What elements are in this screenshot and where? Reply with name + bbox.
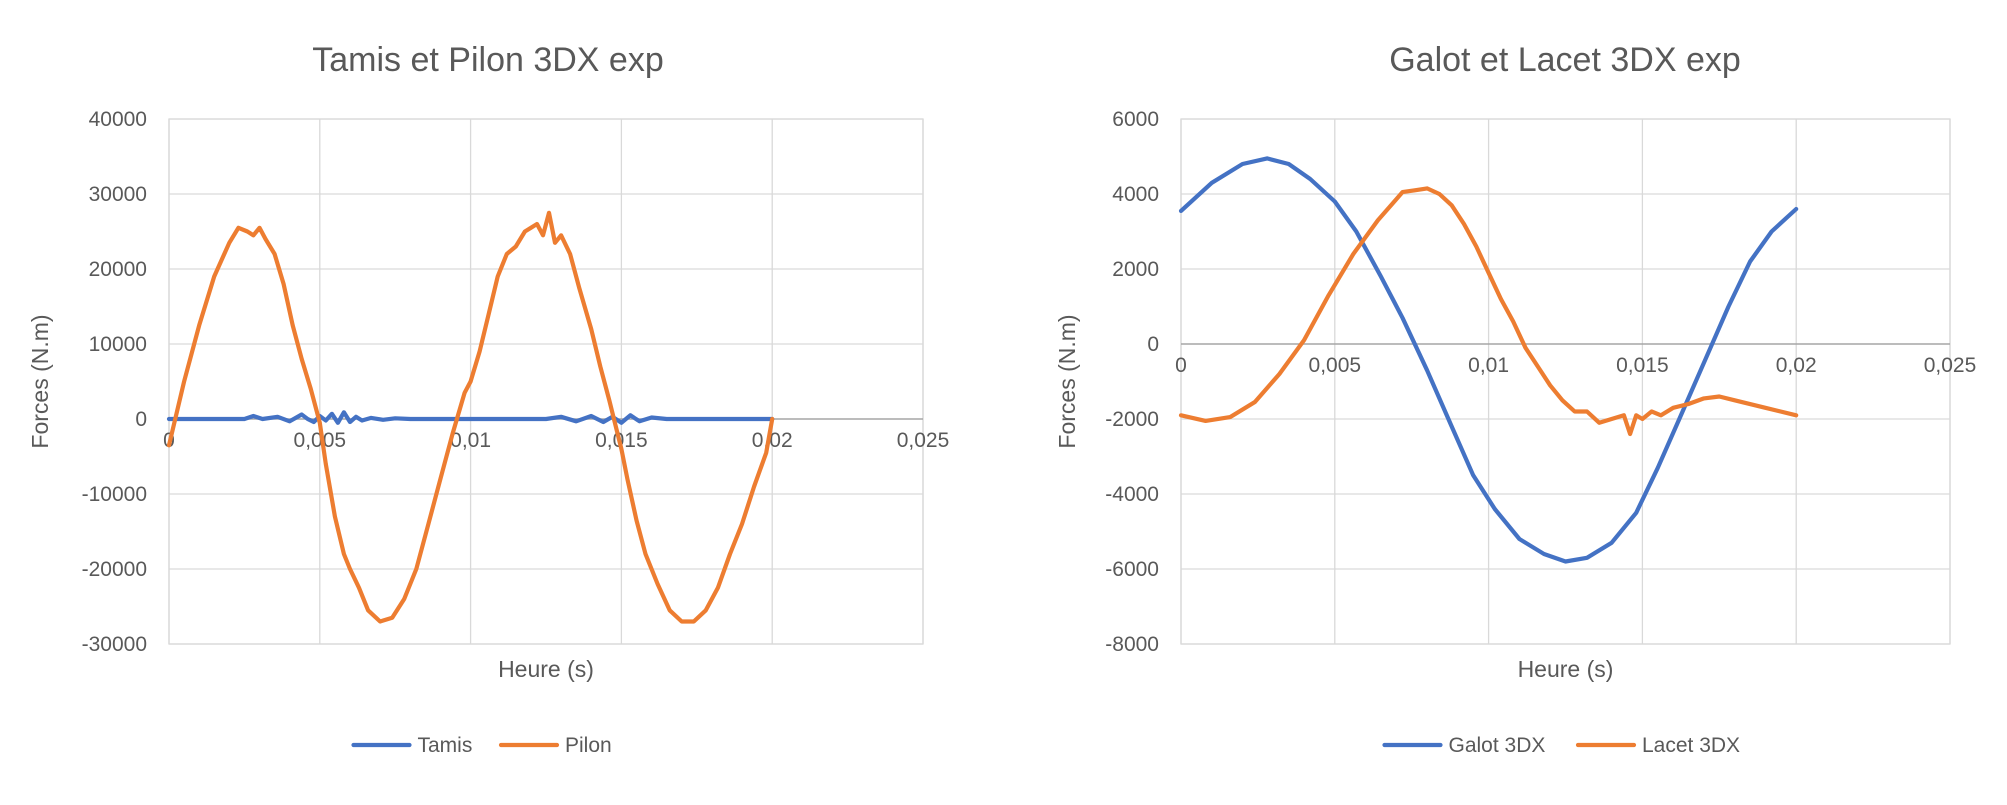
x-tick-label: 0,01 [1468, 354, 1509, 377]
legend-label-pilon: Pilon [565, 734, 612, 757]
gridlines [1180, 118, 1951, 645]
chart-title: Tamis et Pilon 3DX exp [312, 41, 664, 79]
chart-title: Galot et Lacet 3DX exp [1389, 41, 1741, 79]
y-tick-labels: 40000 30000 20000 10000 0 -10000 -20000 -30000 [82, 108, 147, 656]
series-line-pilon [166, 210, 775, 624]
x-tick-label: 0,02 [752, 429, 793, 452]
y-tick-label: 40000 [89, 108, 147, 131]
y-tick-label: -20000 [82, 558, 147, 581]
y-axis-title: Forces (N.m) [27, 314, 53, 448]
y-tick-labels: 6000 4000 2000 0 -2000 -4000 -6000 -8000 [1105, 108, 1159, 656]
y-tick-label: -30000 [82, 633, 147, 656]
legend-label-galot-3dx: Galot 3DX [1449, 734, 1546, 757]
series-lines [1178, 156, 1799, 564]
y-tick-label: -2000 [1105, 408, 1159, 431]
y-tick-label: 30000 [89, 183, 147, 206]
y-tick-label: 0 [135, 408, 147, 431]
gridlines [168, 118, 924, 645]
x-tick-label: 0,01 [450, 429, 491, 452]
y-tick-label: -10000 [82, 483, 147, 506]
x-tick-labels: 0 0,005 0,01 0,015 0,02 0,025 [163, 429, 949, 452]
y-tick-label: -4000 [1105, 483, 1159, 506]
legend: Galot 3DX Lacet 3DX [1382, 734, 1740, 757]
y-tick-label: -8000 [1105, 633, 1159, 656]
legend: Tamis Pilon [351, 734, 612, 757]
y-tick-label: 2000 [1112, 258, 1159, 281]
chart-galot-lacet: Galot et Lacet 3DX exp 6000 4000 2000 0 -200… [1003, 0, 2007, 805]
chart-galot-lacet-svg: Galot et Lacet 3DX exp 6000 4000 2000 0 -200… [1054, 41, 1976, 757]
x-tick-label: 0 [1175, 354, 1187, 377]
y-tick-label: 10000 [89, 333, 147, 356]
plot-area [168, 118, 924, 645]
x-tick-label: 0,005 [294, 429, 347, 452]
x-axis-title: Heure (s) [498, 656, 594, 682]
y-tick-label: 4000 [1112, 183, 1159, 206]
series-line-lacet-3dx [1178, 186, 1799, 437]
legend-label-tamis: Tamis [418, 734, 473, 757]
x-tick-label: 0,015 [1616, 354, 1669, 377]
series-line-tamis [166, 410, 775, 425]
series-line-galot-3dx [1178, 156, 1799, 564]
y-axis-title: Forces (N.m) [1054, 314, 1080, 448]
x-tick-label: 0,005 [1309, 354, 1362, 377]
y-tick-label: 0 [1147, 333, 1159, 356]
legend-label-lacet-3dx: Lacet 3DX [1642, 734, 1740, 757]
chart-tamis-pilon-svg: Tamis et Pilon 3DX exp 40000 30000 20000 10… [27, 41, 949, 757]
y-tick-label: 20000 [89, 258, 147, 281]
x-tick-labels: 0 0,005 0,01 0,015 0,02 0,025 [1175, 354, 1976, 377]
x-tick-label: 0,02 [1776, 354, 1817, 377]
chart-tamis-pilon: Tamis et Pilon 3DX exp 40000 30000 20000 10… [0, 0, 1003, 805]
x-tick-label: 0,025 [897, 429, 950, 452]
x-axis-title: Heure (s) [1518, 656, 1614, 682]
y-tick-label: 6000 [1112, 108, 1159, 131]
plot-area [1180, 118, 1951, 645]
series-lines [166, 210, 775, 624]
y-tick-label: -6000 [1105, 558, 1159, 581]
x-tick-label: 0,025 [1924, 354, 1977, 377]
